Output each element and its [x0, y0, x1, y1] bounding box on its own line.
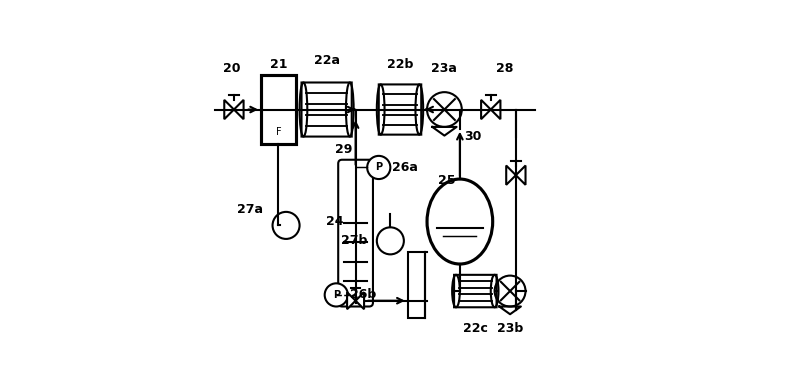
Text: F: F	[275, 126, 281, 137]
Circle shape	[367, 156, 390, 179]
Polygon shape	[347, 292, 355, 309]
Text: 29: 29	[335, 143, 353, 156]
Text: P: P	[333, 290, 340, 300]
Text: 30: 30	[464, 130, 481, 143]
Circle shape	[273, 212, 299, 239]
Polygon shape	[490, 100, 501, 119]
Polygon shape	[224, 100, 234, 119]
Text: 28: 28	[495, 62, 513, 75]
Text: 23a: 23a	[431, 62, 458, 75]
FancyBboxPatch shape	[261, 75, 296, 144]
Text: 22a: 22a	[314, 54, 340, 67]
Polygon shape	[516, 166, 526, 185]
Circle shape	[325, 283, 348, 307]
Text: 26b: 26b	[350, 288, 376, 301]
Text: 21: 21	[270, 58, 287, 71]
Text: 23b: 23b	[497, 322, 523, 335]
Text: P: P	[375, 163, 382, 172]
Text: 27a: 27a	[237, 203, 263, 216]
Polygon shape	[234, 100, 243, 119]
Polygon shape	[506, 166, 516, 185]
Polygon shape	[481, 100, 490, 119]
Text: 22b: 22b	[387, 58, 413, 71]
Text: 20: 20	[223, 62, 241, 75]
FancyBboxPatch shape	[302, 82, 352, 137]
Circle shape	[377, 227, 404, 254]
Text: 26a: 26a	[392, 161, 418, 174]
Text: 25: 25	[438, 174, 455, 187]
Polygon shape	[355, 292, 364, 309]
FancyBboxPatch shape	[378, 84, 422, 135]
FancyBboxPatch shape	[408, 252, 425, 318]
FancyBboxPatch shape	[338, 160, 373, 307]
FancyBboxPatch shape	[454, 275, 497, 307]
Text: 27b: 27b	[341, 234, 367, 247]
Text: 22c: 22c	[463, 322, 488, 335]
Text: 24: 24	[326, 215, 343, 228]
